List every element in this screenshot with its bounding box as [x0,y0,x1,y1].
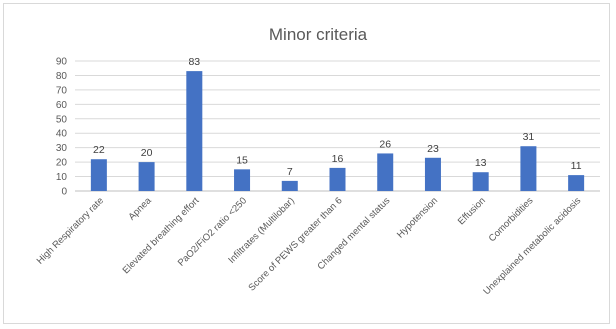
bar [234,169,251,191]
data-label: 15 [236,154,248,166]
bar [186,71,203,191]
x-category-label: Unexplained metabolic acidosis [481,195,583,297]
y-tick-label: 90 [56,57,68,68]
data-label: 26 [379,138,391,150]
bars [90,71,585,191]
bar [568,175,585,191]
data-label: 16 [332,153,344,165]
y-tick-label: 20 [56,158,68,169]
y-tick-label: 60 [56,100,68,111]
x-category-label: Score of PEWS greater than 6 [246,195,344,293]
data-labels: 22 20 83 15 7 16 26 23 13 31 11 [93,56,582,178]
chart-title: Minor criteria [269,25,368,44]
x-category-label: Comorbidities [487,195,536,244]
data-label: 13 [475,157,487,169]
x-category-label: Apnea [126,195,154,223]
data-label: 31 [523,131,535,143]
y-tick-label: 40 [56,129,68,140]
x-category-label: Hypotension [395,195,440,240]
data-label: 22 [93,144,105,156]
data-label: 7 [287,166,293,178]
bar [281,180,298,191]
y-tick-label: 50 [56,114,68,125]
bar [520,146,537,191]
bar [90,159,107,191]
y-tick-label: 70 [56,85,68,96]
x-category-label: Effusion [456,195,488,227]
bar [424,157,441,191]
bar [472,172,489,191]
bar [329,167,346,191]
bar [138,162,155,191]
y-axis-ticks: 0 10 20 30 40 50 60 70 80 90 [56,57,68,198]
data-label: 20 [141,147,153,159]
y-tick-label: 10 [56,172,68,183]
data-label: 23 [427,143,439,155]
data-label: 11 [571,160,582,172]
y-tick-label: 80 [56,71,68,82]
x-category-label: High Respiratory rate [35,195,106,266]
y-tick-label: 30 [56,143,68,154]
data-label: 83 [188,56,200,68]
gridlines [75,60,600,192]
y-tick-label: 0 [61,187,67,198]
bar [377,153,394,191]
